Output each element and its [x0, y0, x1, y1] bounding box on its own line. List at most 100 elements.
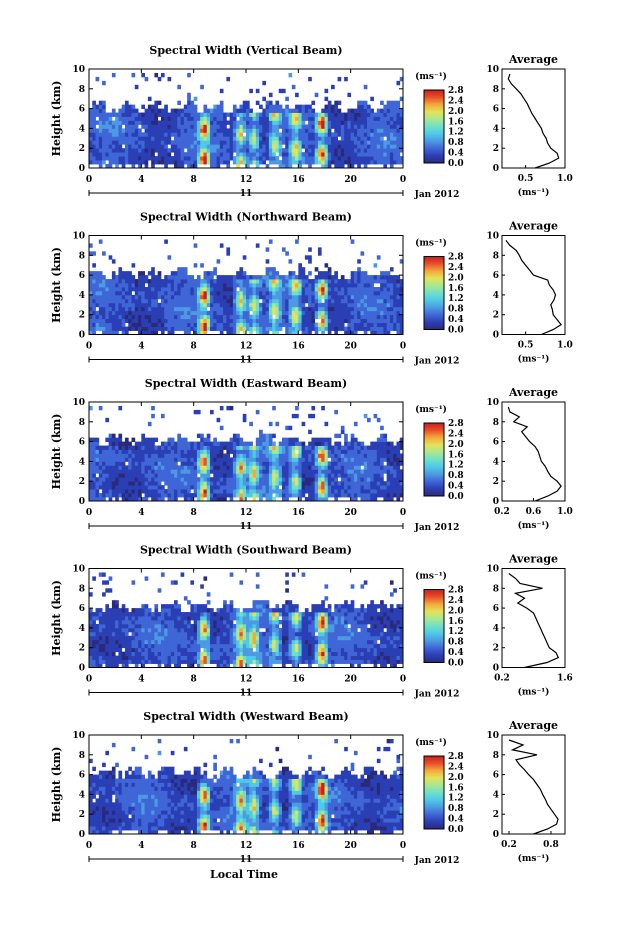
heatmap-cell: [272, 306, 276, 312]
heatmap-cell: [285, 136, 289, 141]
heatmap-cell: [334, 104, 338, 109]
heatmap-cell: [147, 136, 152, 141]
heatmap-cell: [183, 302, 188, 308]
heatmap-cell: [180, 449, 185, 454]
heatmap-cell: [376, 477, 381, 482]
heatmap-cell: [301, 140, 306, 145]
heatmap-cell: [92, 473, 96, 478]
heatmap-cell: [249, 421, 253, 427]
heatmap-cell: [363, 485, 368, 490]
heatmap-cell: [298, 128, 302, 133]
heatmap-cell: [121, 290, 126, 296]
heatmap-cell: [311, 160, 316, 165]
heatmap-cell: [281, 279, 286, 284]
heatmap-cell: [216, 124, 221, 129]
heatmap-cell: [92, 330, 96, 335]
heatmap-cell: [121, 148, 126, 153]
heatmap-cell: [360, 251, 365, 256]
heatmap-cell: [102, 140, 106, 145]
heatmap-cell: [317, 286, 322, 292]
heatmap-cell: [376, 326, 381, 331]
heatmap-cell: [239, 271, 244, 276]
heatmap-cell: [147, 485, 152, 490]
heatmap-cell: [314, 148, 319, 153]
heatmap-cell: [386, 124, 391, 129]
heatmap-cell: [311, 136, 316, 141]
heatmap-cell: [151, 489, 155, 494]
heatmap-cell: [151, 132, 155, 137]
heatmap-cell: [301, 104, 306, 109]
heatmap-cell: [327, 306, 332, 312]
heatmap-cell: [92, 279, 96, 284]
heatmap-cell: [262, 481, 267, 486]
heatmap-cell: [111, 294, 116, 300]
heatmap-cell: [128, 271, 132, 276]
heatmap-cell: [324, 493, 329, 498]
heatmap-cell: [105, 663, 110, 668]
heatmap-cell: [252, 449, 257, 454]
heatmap-cell: [105, 473, 110, 478]
heatmap-cell: [383, 286, 388, 292]
heatmap-cell: [111, 144, 116, 149]
heatmap-cell: [141, 457, 145, 462]
heatmap-cell: [193, 116, 198, 121]
heatmap-cell: [196, 433, 201, 439]
heatmap-cell: [399, 140, 404, 145]
heatmap-cell: [373, 477, 378, 482]
heatmap-cell: [219, 112, 224, 117]
heatmap-cell: [295, 481, 299, 486]
heatmap-cell: [102, 100, 106, 106]
heatmap-cell: [160, 148, 165, 153]
heatmap-cell: [363, 120, 368, 125]
heatmap-cell: [118, 493, 123, 498]
heatmap-cell: [174, 136, 178, 141]
heatmap-cell: [331, 275, 335, 280]
heatmap-cell: [327, 294, 332, 300]
heatmap-cell: [291, 449, 296, 454]
heatmap-cell: [144, 619, 149, 625]
heatmap-cell: [298, 310, 302, 316]
heatmap-cell: [102, 449, 106, 454]
heatmap-cell: [298, 445, 302, 450]
heatmap-cell: [138, 457, 142, 462]
heatmap-cell: [357, 477, 361, 482]
heatmap-cell: [363, 318, 368, 324]
heatmap-cell: [298, 326, 302, 331]
heatmap-cell: [311, 152, 316, 157]
heatmap-cell: [324, 160, 329, 165]
heatmap-cell: [252, 461, 257, 466]
heatmap-cell: [115, 445, 119, 450]
heatmap-cell: [298, 156, 302, 161]
heatmap-cell: [380, 294, 384, 300]
heatmap-cell: [157, 140, 162, 145]
heatmap-cell: [160, 465, 165, 470]
heatmap-cell: [367, 314, 371, 320]
heatmap-cell: [154, 279, 159, 284]
heatmap-cell: [190, 465, 195, 470]
heatmap-cell: [262, 433, 267, 439]
heatmap-cell: [239, 461, 244, 466]
heatmap-cell: [246, 164, 250, 169]
heatmap-cell: [353, 497, 358, 502]
heatmap-cell: [268, 485, 273, 490]
heatmap-cell: [363, 314, 368, 320]
heatmap-cell: [154, 156, 159, 161]
heatmap-cell: [111, 481, 116, 486]
heatmap-cell: [301, 116, 306, 121]
heatmap-cell: [167, 152, 172, 157]
heatmap-cell: [344, 124, 348, 129]
heatmap-cell: [193, 481, 198, 486]
heatmap-cell: [131, 279, 136, 284]
heatmap-cell: [210, 290, 214, 296]
heatmap-cell: [121, 477, 126, 482]
heatmap-cell: [278, 144, 283, 149]
heatmap-cell: [187, 108, 191, 113]
heatmap-cell: [272, 441, 276, 446]
heatmap-cell: [164, 457, 168, 462]
heatmap-cell: [170, 449, 175, 454]
heatmap-cell: [236, 144, 240, 149]
heatmap-cell: [219, 449, 224, 454]
heatmap-cell: [314, 120, 319, 125]
heatmap-cell: [278, 322, 283, 327]
heatmap-cell: [92, 140, 96, 145]
